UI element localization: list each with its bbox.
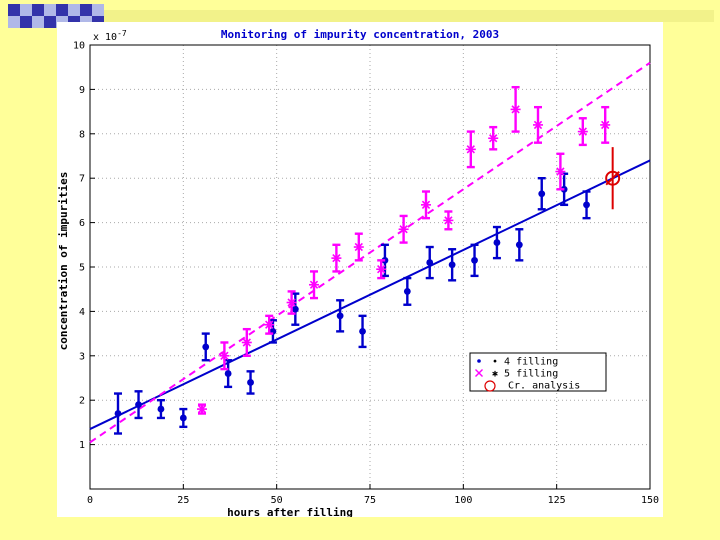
series-2 — [197, 85, 611, 415]
data-point — [448, 261, 456, 269]
legend-box — [469, 352, 607, 392]
legend-marker — [475, 369, 483, 377]
y-tick-label: 8 — [79, 129, 85, 140]
deco-square — [80, 4, 92, 16]
deco-square — [32, 4, 44, 16]
data-point — [309, 279, 319, 290]
data-point — [465, 144, 476, 155]
x-tick-label: 25 — [177, 495, 189, 506]
x-tick-label: 150 — [641, 495, 659, 506]
y-tick-label: 1 — [79, 440, 85, 451]
data-point — [515, 241, 523, 249]
data-point — [179, 414, 187, 422]
deco-square — [56, 4, 68, 16]
legend-label: Cr. analysis — [508, 381, 580, 392]
deco-square — [20, 16, 32, 28]
data-point — [286, 297, 297, 308]
series-3 — [605, 147, 621, 210]
deco-square — [92, 4, 104, 16]
x-tick-label: 125 — [548, 495, 566, 506]
data-points — [114, 85, 621, 435]
y-tick-label: 3 — [79, 351, 85, 362]
axis-ticks: 0 25 50 75 100 125 150 1 2 3 4 5 6 7 8 9 10 — [73, 41, 659, 507]
y-axis-multiplier-exponent: -7 — [117, 29, 127, 38]
grid — [89, 44, 651, 489]
data-point — [264, 319, 275, 330]
data-point — [538, 190, 546, 198]
legend-marker — [477, 359, 481, 363]
x-axis-label: hours after filling — [227, 506, 353, 517]
x-tick-label: 50 — [271, 495, 283, 506]
data-point — [331, 253, 342, 264]
data-point — [291, 305, 299, 313]
figure-panel: 0 25 50 75 100 125 150 1 2 3 4 5 6 7 8 9 10 Monitoring o… — [57, 22, 663, 517]
legend-label: • 4 filling — [492, 357, 558, 368]
data-point — [426, 259, 434, 266]
y-tick-label: 4 — [79, 307, 85, 318]
y-tick-label: 7 — [79, 174, 85, 185]
chart-title: Monitoring of impurity concentration, 20… — [221, 28, 499, 41]
y-axis-multiplier: x 10-7 — [93, 29, 127, 43]
legend-entry: • 4 filling — [477, 357, 558, 368]
legend-marker — [484, 380, 496, 392]
data-point — [605, 170, 621, 186]
data-point — [157, 405, 165, 413]
deco-square — [32, 16, 44, 28]
deco-bar — [104, 10, 714, 22]
y-tick-label: 5 — [79, 263, 85, 274]
data-point — [336, 312, 344, 320]
data-point — [421, 199, 431, 210]
data-point — [114, 410, 122, 417]
y-axis-label: concentration of impurities — [57, 172, 70, 351]
x-tick-label: 100 — [454, 495, 472, 506]
data-point — [533, 119, 543, 130]
data-point — [510, 104, 521, 115]
data-point — [135, 401, 142, 409]
deco-square — [44, 4, 56, 16]
data-point — [583, 201, 590, 209]
deco-square — [8, 16, 20, 28]
x-tick-label: 75 — [364, 495, 376, 506]
deco-square — [8, 4, 20, 16]
legend-entry: ✱ 5 filling — [475, 369, 558, 380]
data-point — [471, 256, 478, 264]
data-point — [488, 133, 499, 144]
y-axis-multiplier-base: x 10 — [93, 32, 117, 43]
y-tick-label: 10 — [73, 41, 85, 52]
data-point — [202, 343, 210, 351]
data-point — [600, 119, 611, 130]
fit-lines — [89, 61, 651, 444]
data-point — [577, 126, 588, 137]
y-tick-label: 2 — [79, 396, 85, 407]
data-point — [359, 327, 366, 335]
data-point — [241, 337, 252, 348]
data-point — [493, 239, 501, 246]
legend-label: ✱ 5 filling — [492, 369, 558, 380]
impurity-chart: 0 25 50 75 100 125 150 1 2 3 4 5 6 7 8 9 10 Monitoring o… — [57, 28, 659, 517]
x-tick-label: 0 — [87, 495, 93, 506]
deco-square — [44, 16, 56, 28]
y-tick-label: 9 — [79, 85, 85, 96]
data-point — [219, 350, 230, 361]
legend-entry: Cr. analysis — [484, 380, 580, 392]
data-point — [398, 224, 409, 235]
data-point — [555, 166, 566, 177]
deco-square — [20, 4, 32, 16]
y-tick-label: 6 — [79, 218, 85, 229]
deco-square — [68, 4, 80, 16]
data-point — [353, 242, 364, 253]
data-point — [376, 264, 387, 275]
data-point — [403, 288, 411, 295]
fit-line-1 — [89, 159, 651, 430]
data-point — [224, 370, 232, 377]
data-point — [443, 215, 454, 226]
data-point — [197, 404, 207, 415]
fit-line-2 — [89, 61, 651, 444]
data-point — [247, 379, 254, 386]
